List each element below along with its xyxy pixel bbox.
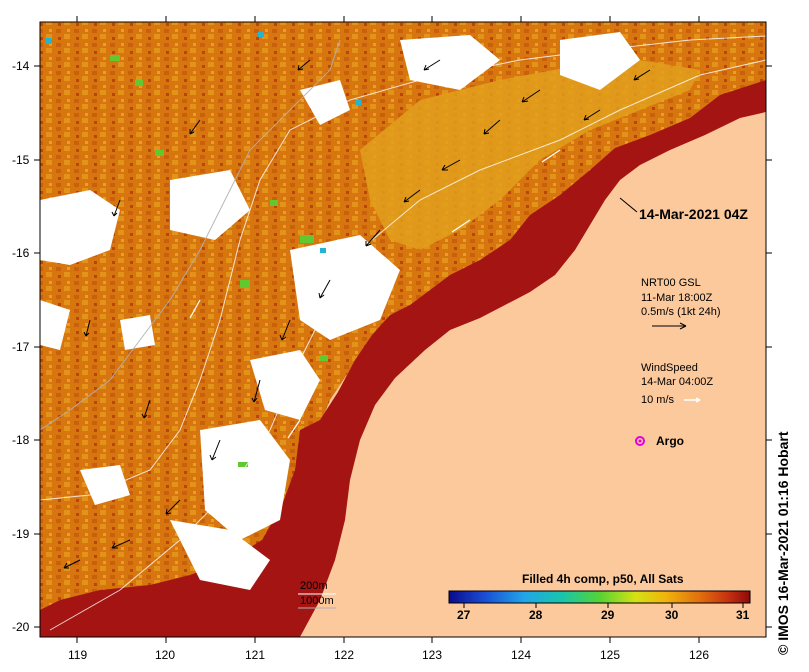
shelf-contour	[40, 39, 341, 431]
nrt-time: 11-Mar 18:00Z	[641, 292, 713, 304]
current-scale-arrow	[652, 322, 687, 330]
lon-tick: 122	[334, 648, 355, 662]
wind-time: 14-Mar 04:00Z	[641, 376, 714, 388]
credit-label: © IMOS 16-Mar-2021 01:16 Hobart	[775, 431, 791, 655]
argo-label: Argo	[656, 434, 684, 448]
current-vectors	[63, 59, 651, 569]
warm-band	[360, 60, 700, 250]
lat-tick: -14	[12, 59, 30, 73]
lon-tick: 126	[689, 648, 710, 662]
lon-tick: 125	[600, 648, 621, 662]
wind-vectors	[189, 149, 561, 439]
timestamp-leader	[619, 197, 638, 213]
colorbar-ticks	[463, 603, 744, 608]
argo-float-icon	[635, 436, 645, 446]
depth-200-label: 200m	[300, 580, 328, 592]
map-frame	[39, 21, 767, 638]
lat-tick: -20	[12, 620, 30, 634]
colorbar-tick: 29	[601, 608, 615, 622]
colorbar	[448, 590, 751, 604]
nrt-scale: 0.5m/s (1kt 24h)	[641, 306, 721, 318]
lon-tick: 123	[422, 648, 443, 662]
colorbar-title: Filled 4h comp, p50, All Sats	[522, 572, 684, 586]
lon-tick: 121	[245, 648, 266, 662]
cold-patches	[45, 32, 361, 253]
wind-scale: 10 m/s	[641, 394, 675, 406]
depth-1000-label: 1000m	[300, 595, 334, 607]
lat-tick: -15	[12, 153, 30, 167]
colorbar-tick: 31	[736, 608, 750, 622]
map-panel	[40, 22, 766, 637]
colorbar-tick: 28	[529, 608, 543, 622]
wind-scale-arrow	[684, 397, 701, 403]
lat-tick: -18	[12, 433, 30, 447]
bathymetry-contours	[40, 35, 766, 631]
colorbar-tick: 27	[457, 608, 471, 622]
coastal-hot-water	[40, 80, 766, 637]
nrt-title: NRT00 GSL	[641, 277, 701, 289]
lon-tick: 119	[68, 648, 88, 662]
lat-tick: -17	[12, 340, 30, 354]
colorbar-tick: 30	[665, 608, 679, 622]
lat-tick: -16	[12, 246, 30, 260]
cloud-gaps	[40, 32, 640, 590]
lat-tick: -19	[12, 527, 30, 541]
timestamp-label: 14-Mar-2021 04Z	[639, 206, 748, 222]
cool-patches	[110, 55, 328, 467]
axis-ticks	[34, 16, 772, 643]
wind-title: WindSpeed	[641, 362, 698, 374]
lon-tick: 124	[511, 648, 532, 662]
land-coast	[300, 112, 766, 637]
lon-tick: 120	[155, 648, 176, 662]
